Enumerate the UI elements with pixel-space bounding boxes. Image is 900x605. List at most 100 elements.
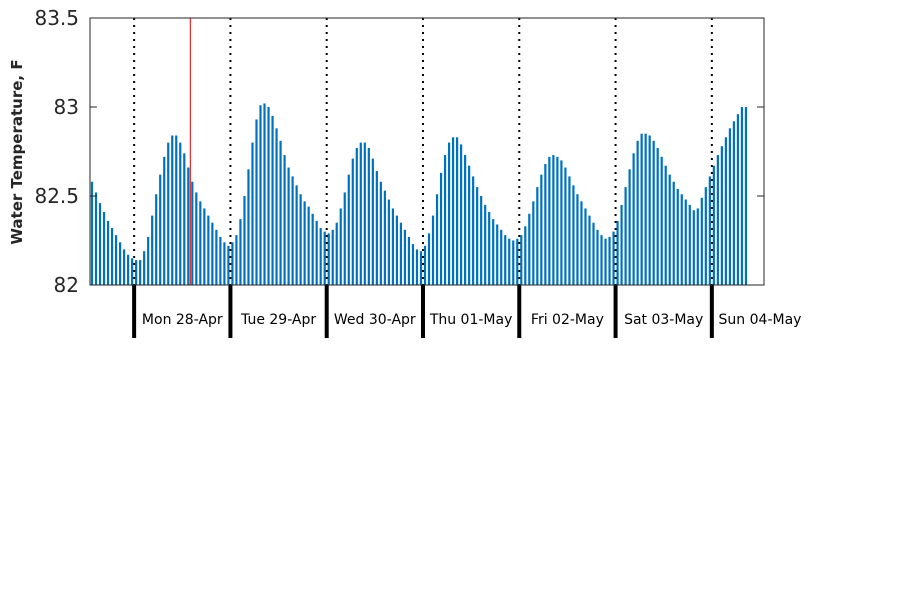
day-label: Tue 29-Apr [240,312,316,328]
bar [568,176,571,285]
bar [327,233,330,285]
bar [584,208,587,285]
y-tick-label: 82 [54,273,79,297]
bar [263,103,266,285]
bar [319,228,322,285]
bar [139,260,142,285]
bar [604,238,607,285]
bar [552,155,555,285]
bar [271,115,274,286]
bar [520,235,523,285]
bar [339,208,342,285]
bar [648,135,651,285]
bar [279,140,282,285]
bar [435,194,439,285]
bar [744,107,748,285]
bar [612,231,615,285]
bar [114,235,118,285]
bar [732,121,736,286]
bar [243,196,246,285]
bar [628,169,631,285]
bar [335,222,338,285]
bar [323,231,326,285]
bar [528,213,531,285]
bar [700,197,703,285]
bar [664,165,667,285]
bar [110,228,114,285]
bar [331,229,334,285]
bar [516,238,519,285]
bar [544,163,547,285]
bar [419,251,423,285]
bar [616,220,619,285]
day-label: Sat 03-May [624,312,703,328]
bar [484,204,487,285]
bar [512,240,515,285]
bar [636,140,639,285]
bar [351,158,354,285]
bar [167,142,170,285]
bar [283,155,286,285]
bar [371,158,374,285]
bar [720,146,723,285]
bar [600,235,603,285]
bar [736,114,740,286]
bar [439,172,443,285]
bar [123,249,126,285]
bar [163,156,166,285]
axes-layer [89,17,765,286]
bar [207,215,210,285]
bar [480,196,483,285]
bar [135,260,138,285]
bar [299,194,302,285]
y-tick-label: 82.5 [34,184,79,208]
bar [660,156,663,285]
bar [656,147,659,285]
bar [588,215,591,285]
bar [303,201,306,285]
bar [716,155,719,285]
bar [127,254,130,285]
bar [295,185,298,285]
bar [307,206,310,285]
bar [291,176,294,285]
bar [652,140,655,285]
bar [536,187,539,285]
bar [740,107,744,285]
bar [379,181,382,285]
bar [219,236,222,285]
bar [460,144,463,285]
bar [155,194,158,285]
bar [287,167,290,285]
bar [540,174,543,285]
bar [375,171,378,285]
bar [596,229,599,285]
bar [195,192,198,285]
bar [403,229,407,285]
bar [343,192,346,285]
bar [451,137,455,285]
y-tick-label: 83 [54,95,79,119]
bar [98,203,102,285]
day-label: Mon 28-Apr [142,312,223,328]
bar [496,224,499,285]
bar [632,153,635,285]
bar [644,133,647,285]
bar [179,142,182,285]
bar [532,201,535,285]
bar [90,181,94,285]
bar [171,135,174,285]
bar [131,258,134,285]
bar [708,176,711,285]
bar [311,213,314,285]
bar [464,155,467,285]
bar [267,107,270,285]
bar [387,199,390,285]
bar [427,233,431,285]
bar [688,204,691,285]
day-label: Wed 30-Apr [334,312,416,328]
bar [247,169,250,285]
bar [508,238,511,285]
bar [608,236,611,285]
bar [355,147,358,285]
